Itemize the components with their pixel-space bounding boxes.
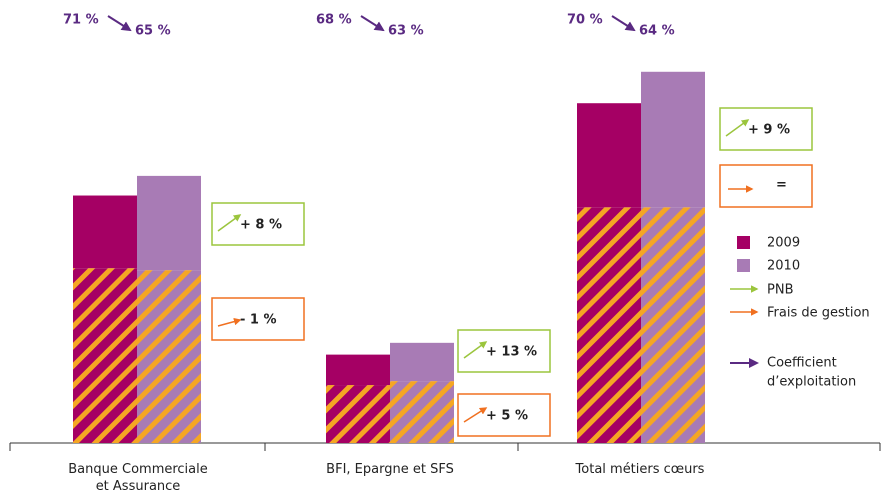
arrow — [463, 341, 488, 359]
legend-swatch — [737, 236, 750, 249]
legend-label: 2010 — [767, 259, 800, 274]
pnb-change: + 8 % — [240, 218, 282, 233]
x-tick-label: Banque Commerciale et Assurance — [68, 462, 208, 494]
legend-swatch — [737, 259, 750, 272]
x-tick-label: BFI, Epargne et SFS — [326, 462, 454, 477]
pnb-change: + 13 % — [486, 345, 537, 360]
bar-frais — [577, 207, 641, 443]
legend-label: d’exploitation — [767, 375, 856, 390]
ratio-2010: 65 % — [135, 24, 171, 39]
ratio-2009: 68 % — [316, 13, 352, 28]
ratio-2009: 70 % — [567, 13, 603, 28]
frais-change: - 1 % — [240, 313, 277, 328]
ratio-2010: 63 % — [388, 24, 424, 39]
pnb-change: + 9 % — [748, 123, 790, 138]
frais-box — [211, 297, 305, 341]
bar-margin — [577, 103, 641, 208]
x-tick-label: Total métiers cœurs — [575, 462, 705, 477]
arrow — [611, 15, 636, 32]
arrow — [217, 317, 242, 327]
bar-margin — [137, 175, 201, 271]
bar-frais — [390, 381, 454, 443]
bar-margin — [641, 71, 705, 208]
arrow — [725, 119, 750, 137]
legend-label: Coefficient — [767, 356, 837, 371]
bar-margin — [390, 342, 454, 382]
arrow — [217, 214, 242, 232]
bar-margin — [73, 195, 137, 269]
frais-change: = — [776, 178, 787, 193]
bar-margin — [326, 354, 390, 386]
arrow — [463, 407, 488, 423]
legend-label: Frais de gestion — [767, 306, 870, 321]
frais-box — [719, 164, 813, 208]
legend-label: 2009 — [767, 236, 800, 251]
legend-label: PNB — [767, 283, 793, 298]
bar-frais — [641, 207, 705, 443]
frais-change: + 5 % — [486, 409, 528, 424]
bar-frais — [326, 385, 390, 443]
arrow — [360, 15, 385, 32]
bar-frais — [137, 270, 201, 443]
bar-frais — [73, 268, 137, 443]
frais-box — [457, 393, 551, 437]
ratio-2009: 71 % — [63, 13, 99, 28]
arrow — [107, 15, 132, 32]
ratio-2010: 64 % — [639, 24, 675, 39]
